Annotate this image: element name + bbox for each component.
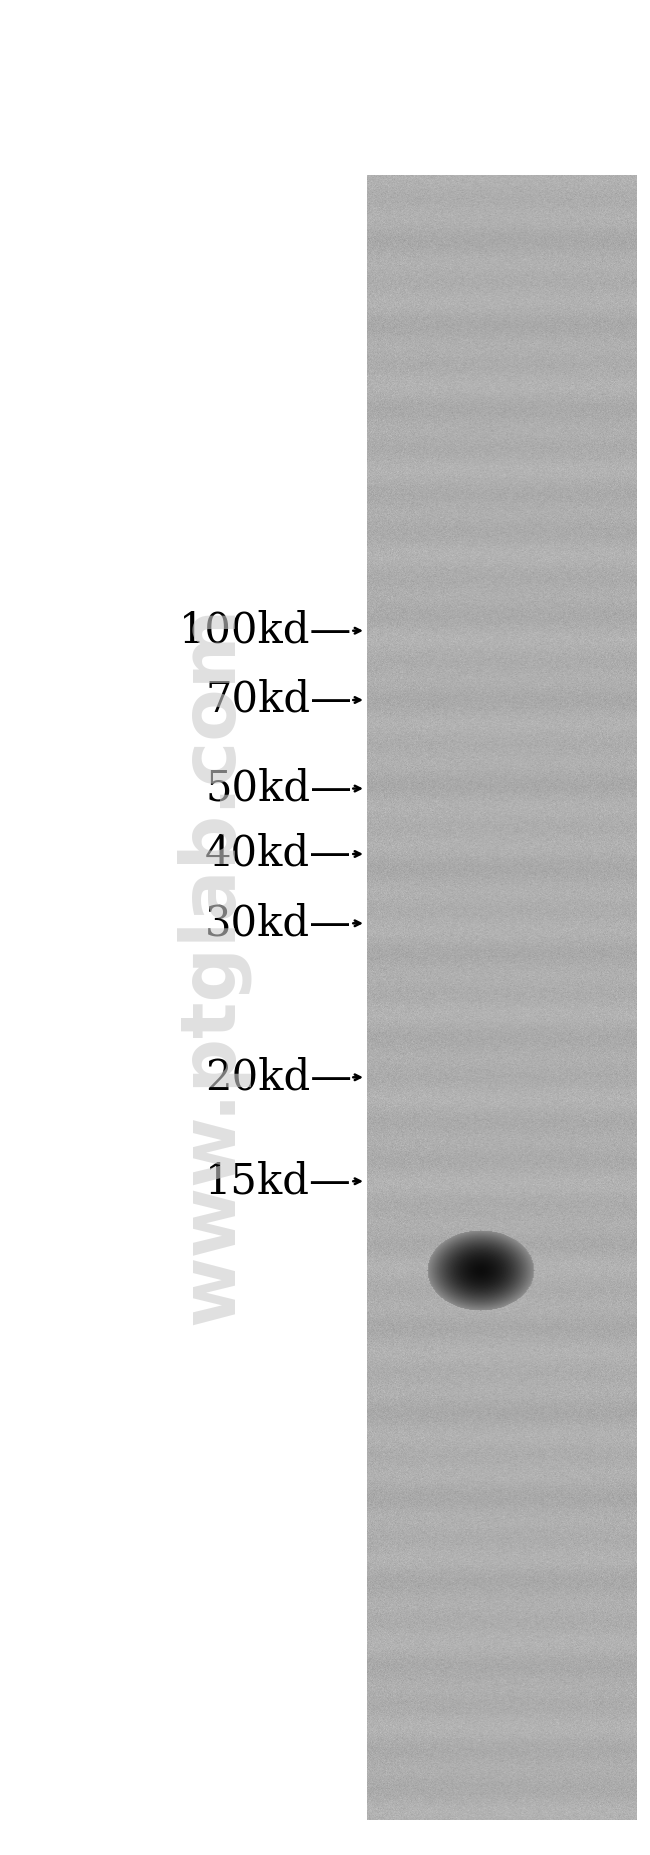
Text: 70kd—: 70kd— <box>205 679 352 722</box>
Text: 50kd—: 50kd— <box>205 768 352 809</box>
Text: 40kd—: 40kd— <box>205 833 352 876</box>
Text: 15kd—: 15kd— <box>205 1159 352 1202</box>
Text: www.ptglab.com: www.ptglab.com <box>175 605 250 1324</box>
Text: 30kd—: 30kd— <box>205 902 352 944</box>
Text: 100kd—: 100kd— <box>179 610 352 651</box>
Text: 20kd—: 20kd— <box>205 1055 352 1098</box>
